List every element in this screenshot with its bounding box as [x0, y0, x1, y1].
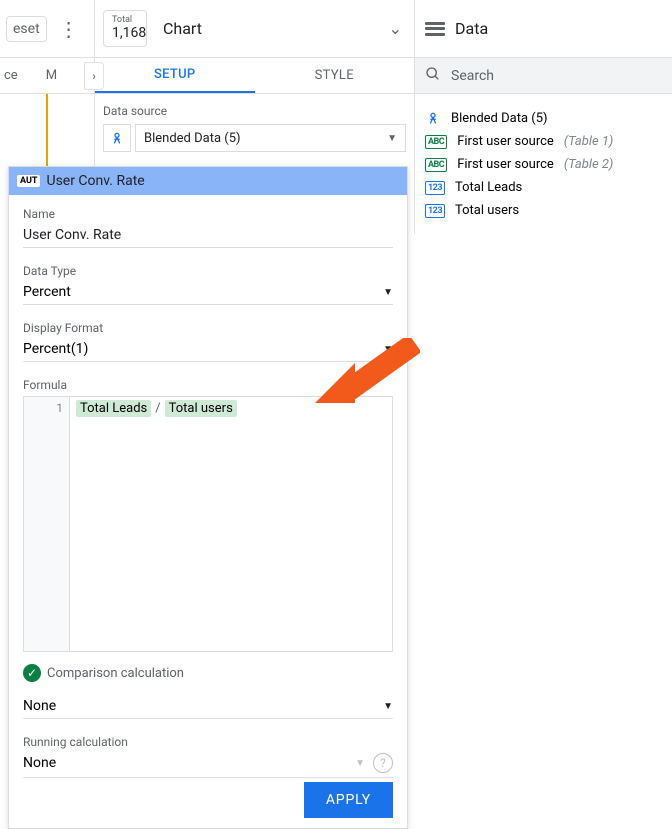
formula-token: Total Leads — [76, 400, 151, 417]
table-icon — [425, 22, 445, 36]
data-source-select[interactable]: Blended Data (5) ▼ — [135, 124, 406, 152]
data-tab-header[interactable]: Data — [415, 0, 672, 57]
display-format-value: Percent(1) — [23, 341, 88, 357]
total-chip[interactable]: Total 1,168 — [103, 10, 147, 47]
dropdown-icon: ▼ — [383, 701, 393, 712]
kebab-icon[interactable]: ⋮ — [59, 17, 79, 41]
blend-icon[interactable] — [103, 124, 131, 152]
field-label: First user source — [457, 134, 554, 149]
panel-header[interactable]: AUT User Conv. Rate — [9, 167, 407, 195]
formula-label: Formula — [23, 378, 393, 392]
display-format-label: Display Format — [23, 321, 393, 335]
abc-chip: ABC — [425, 158, 447, 172]
data-tab-label: Data — [455, 19, 488, 38]
blend-icon — [425, 110, 441, 126]
tab-setup[interactable]: SETUP — [95, 58, 255, 93]
field-row[interactable]: ABC First user source (Table 1) — [425, 130, 662, 153]
comparison-value: None — [23, 698, 56, 714]
running-calc-select[interactable]: None — [23, 755, 355, 771]
chart-type-dropdown[interactable]: Chart ⌄ — [155, 0, 415, 57]
formula-code[interactable]: Total Leads/Total users — [70, 397, 243, 651]
name-input[interactable] — [23, 221, 393, 248]
check-icon: ✓ — [23, 664, 41, 682]
formula-editor[interactable]: 1 Total Leads/Total users — [23, 396, 393, 652]
dropdown-icon: ▼ — [383, 287, 393, 298]
number-chip: 123 — [425, 204, 445, 218]
display-format-select[interactable]: Percent(1) ▼ — [23, 335, 393, 362]
dropdown-icon: ▼ — [355, 758, 365, 769]
field-label: First user source — [457, 157, 554, 172]
canvas-peek: ce M › — [0, 58, 95, 93]
total-label: Total — [112, 15, 138, 25]
comparison-select[interactable]: None ▼ — [23, 692, 393, 719]
apply-button[interactable]: APPLY — [304, 782, 393, 818]
field-label: Total users — [455, 203, 519, 218]
data-type-value: Percent — [23, 284, 71, 300]
data-type-select[interactable]: Percent ▼ — [23, 278, 393, 305]
abc-chip: ABC — [425, 135, 447, 149]
field-source: (Table 1) — [564, 134, 614, 149]
comparison-label: Comparison calculation — [47, 666, 184, 681]
total-value: 1,168 — [112, 25, 138, 41]
field-editor-panel: AUT User Conv. Rate Name Data Type Perce… — [8, 166, 408, 829]
line-gutter: 1 — [24, 397, 70, 651]
canvas-area — [0, 94, 95, 166]
name-label: Name — [23, 207, 393, 221]
field-source: (Table 2) — [564, 157, 614, 172]
field-list: Blended Data (5) ABC First user source (… — [415, 94, 672, 234]
field-row[interactable]: ABC First user source (Table 2) — [425, 153, 662, 176]
chevron-down-icon: ⌄ — [389, 19, 402, 38]
field-row[interactable]: 123 Total Leads — [425, 176, 662, 199]
dropdown-icon: ▼ — [383, 344, 393, 355]
blended-data-row[interactable]: Blended Data (5) — [425, 106, 662, 130]
aut-badge: AUT — [17, 175, 40, 187]
chart-type-label: Chart — [163, 19, 202, 38]
collapse-chevron[interactable]: › — [84, 62, 104, 90]
field-row[interactable]: 123 Total users — [425, 199, 662, 222]
reset-button[interactable]: eset — [6, 16, 47, 42]
divide-operator: / — [151, 401, 164, 416]
formula-token: Total users — [165, 400, 237, 417]
help-icon[interactable]: ? — [373, 753, 393, 773]
field-search[interactable]: Search — [415, 58, 672, 93]
panel-title: User Conv. Rate — [46, 173, 144, 189]
tab-style[interactable]: STYLE — [255, 58, 415, 93]
data-source-label: Data source — [103, 104, 406, 118]
selection-indicator — [46, 94, 48, 166]
data-source-value: Blended Data (5) — [144, 131, 241, 146]
search-icon — [425, 66, 441, 86]
search-placeholder: Search — [451, 68, 494, 84]
dropdown-icon: ▼ — [387, 133, 397, 144]
field-label: Total Leads — [455, 180, 522, 195]
blended-data-label: Blended Data (5) — [451, 111, 548, 126]
running-calc-label: Running calculation — [23, 735, 393, 749]
number-chip: 123 — [425, 181, 445, 195]
data-type-label: Data Type — [23, 264, 393, 278]
